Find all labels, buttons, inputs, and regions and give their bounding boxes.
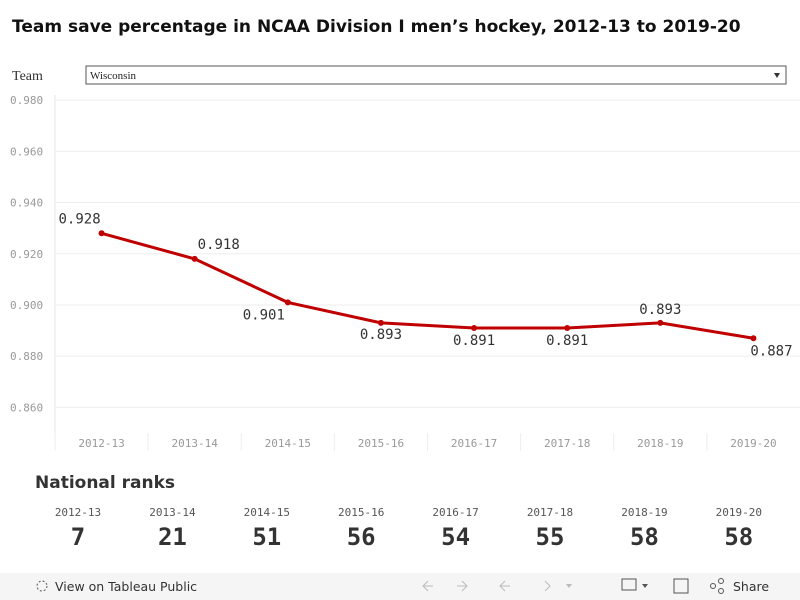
data-point [284, 299, 291, 306]
data-point [750, 335, 757, 342]
share-button[interactable]: Share [710, 578, 770, 595]
data-label: 0.928 [58, 211, 100, 227]
download-menu[interactable] [642, 584, 648, 588]
share-icon [718, 578, 724, 584]
data-point [377, 319, 384, 326]
share-icon [718, 588, 724, 594]
data-point [98, 230, 105, 237]
data-point [564, 325, 571, 332]
rank-season: 2016-17 [432, 506, 478, 519]
rank-season: 2015-16 [338, 506, 384, 519]
download-button[interactable] [621, 578, 637, 591]
dropdown-arrow [774, 73, 780, 78]
filter-label: Team [12, 69, 43, 84]
undo-button[interactable] [422, 580, 433, 592]
ranks-table: 2012-13 7 2013-14 21 2014-15 51 2015-16 56 2016-… [55, 506, 762, 551]
share-label[interactable]: Share [733, 579, 769, 594]
rank-value: 58 [724, 523, 753, 551]
footer-bar [0, 573, 800, 600]
data-label: 0.901 [243, 307, 285, 323]
data-point [657, 319, 664, 326]
rank-season: 2017-18 [527, 506, 573, 519]
share-icon [710, 583, 716, 589]
rank-value: 55 [536, 523, 565, 551]
x-tick-label: 2013-14 [172, 437, 219, 450]
x-tick-label: 2015-16 [358, 437, 404, 450]
rank-season: 2012-13 [55, 506, 101, 519]
y-tick-label: 0.880 [10, 350, 43, 363]
data-label: 0.891 [453, 333, 495, 349]
refresh-button[interactable] [544, 580, 551, 592]
data-label: 0.893 [639, 302, 681, 318]
tableau-icon [36, 580, 48, 592]
rank-season: 2019-20 [716, 506, 762, 519]
x-tick-label: 2019-20 [730, 437, 776, 450]
data-label: 0.891 [546, 333, 588, 349]
revert-button[interactable] [499, 580, 510, 592]
dropdown-value: Wisconsin [90, 70, 136, 82]
tableau-link[interactable]: View on Tableau Public [36, 579, 197, 594]
data-point [191, 255, 198, 262]
ranks-title: National ranks [35, 473, 175, 493]
y-tick-label: 0.860 [10, 401, 43, 414]
x-tick-label: 2012-13 [78, 437, 124, 450]
data-label: 0.893 [360, 327, 402, 343]
y-tick-label: 0.920 [10, 248, 43, 261]
dashboard-title: Team save percentage in NCAA Division I … [12, 17, 741, 37]
data-label: 0.918 [198, 237, 240, 253]
data-label: 0.887 [750, 343, 792, 359]
rank-season: 2013-14 [149, 506, 196, 519]
rank-season: 2018-19 [621, 506, 667, 519]
y-tick-label: 0.940 [10, 197, 43, 210]
fullscreen-button[interactable] [673, 578, 689, 594]
rank-value: 58 [630, 523, 659, 551]
rank-value: 54 [441, 523, 470, 551]
rank-season: 2014-15 [244, 506, 290, 519]
team-dropdown[interactable] [85, 65, 787, 85]
y-tick-label: 0.980 [10, 94, 43, 107]
refresh-menu[interactable] [566, 584, 572, 588]
redo-button[interactable] [457, 580, 468, 592]
rank-value: 21 [158, 523, 187, 551]
line-chart: 0.860 0.880 0.900 0.920 0.940 0.960 0.980 2012-… [10, 94, 800, 451]
rank-value: 51 [252, 523, 281, 551]
x-tick-label: 2017-18 [544, 437, 590, 450]
x-tick-label: 2016-17 [451, 437, 497, 450]
data-point [471, 325, 478, 332]
y-tick-label: 0.900 [10, 299, 43, 312]
rank-value: 7 [71, 523, 85, 551]
rank-value: 56 [347, 523, 376, 551]
view-link[interactable]: View on Tableau Public [55, 579, 197, 594]
x-tick-label: 2018-19 [637, 437, 683, 450]
y-tick-label: 0.960 [10, 145, 43, 158]
x-tick-label: 2014-15 [265, 437, 311, 450]
data-line [101, 231, 754, 340]
